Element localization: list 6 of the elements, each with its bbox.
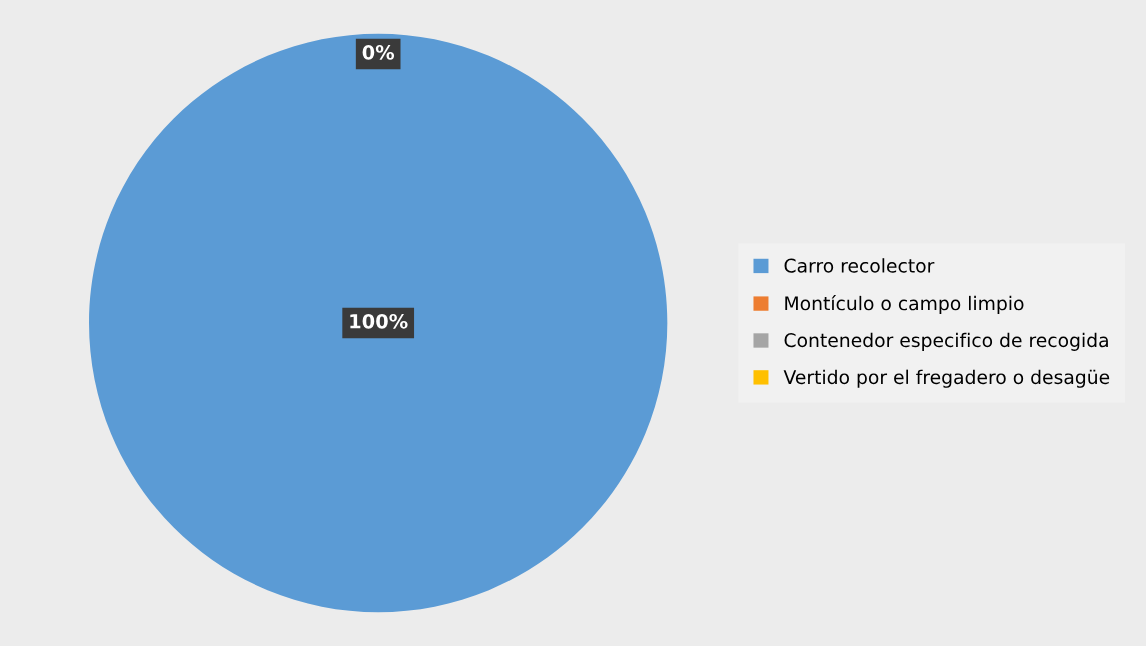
legend-label: Vertido por el fregadero o desagüe <box>783 369 1110 388</box>
legend-label: Montículo o campo limpio <box>785 295 1024 314</box>
legend-label: Contenedor especifico de recogida <box>784 332 1108 351</box>
data-label: 100% <box>350 313 408 329</box>
text: 0% <box>362 45 395 60</box>
legend-label: Carro recolector <box>784 258 935 273</box>
